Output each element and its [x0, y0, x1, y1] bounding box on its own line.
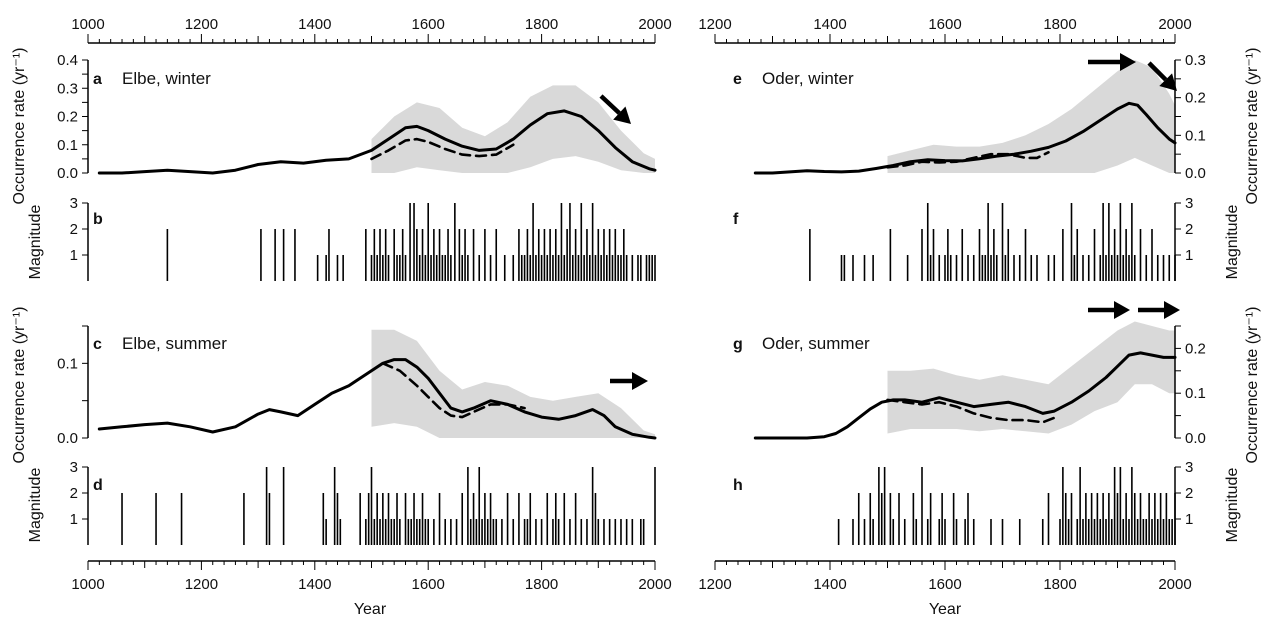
y-tick-label-h: 2 [1185, 485, 1193, 502]
labels-layer: 1000 1200 1400 1600 1800 2000 1200 1400 1600 1800… [57, 16, 1206, 593]
y-tick-label-a: 0.3 [57, 80, 78, 97]
y-tick-label-a: 0.0 [57, 165, 78, 182]
ylabel-c: Occurrence rate (yr⁻¹) [11, 307, 28, 464]
trend-arrow-icon [1120, 53, 1136, 71]
dashed-line-a [370, 137, 515, 161]
confidence-band-c [371, 329, 655, 438]
y-tick-label-e: 0.0 [1185, 165, 1206, 182]
panel-label-e: e [733, 71, 742, 88]
x-tick-label-bottom-left: 2000 [638, 576, 671, 593]
panel-label-h: h [733, 477, 743, 494]
y-tick-label-h: 1 [1185, 511, 1193, 528]
trend-arrow-icon [632, 372, 648, 390]
ylabel-d: Magnitude [27, 468, 44, 543]
y-tick-label-g: 0.1 [1185, 385, 1206, 402]
confidence-bands-layer [371, 60, 1175, 438]
y-tick-label-a: 0.2 [57, 109, 78, 126]
ylabel-e: Occurrence rate (yr⁻¹) [1244, 48, 1261, 205]
y-tick-label-b: 1 [70, 247, 78, 264]
ylabel-b: Magnitude [27, 205, 44, 280]
y-tick-label-c: 0.0 [57, 430, 78, 447]
x-tick-label-bottom-right: 2000 [1158, 576, 1191, 593]
x-tick-label-top-left: 1000 [71, 16, 104, 33]
axes-layer [82, 34, 1181, 570]
x-tick-label-bottom-right: 1200 [698, 576, 731, 593]
panel-label-b: b [93, 211, 103, 228]
ylabel-a: Occurrence rate (yr⁻¹) [11, 48, 28, 205]
y-tick-label-g: 0.0 [1185, 430, 1206, 447]
x-tick-label-bottom-left: 1400 [298, 576, 331, 593]
x-tick-label-bottom-right: 1600 [928, 576, 961, 593]
y-tick-label-b: 2 [70, 221, 78, 238]
panel-title-g: Oder, summer [762, 334, 870, 353]
confidence-band-e [887, 60, 1175, 173]
y-tick-label-a: 0.1 [57, 137, 78, 154]
x-tick-label-bottom-right: 1400 [813, 576, 846, 593]
x-tick-label-top-right: 1800 [1043, 16, 1076, 33]
y-tick-label-b: 3 [70, 195, 78, 212]
trend-arrow-icon [1164, 301, 1180, 319]
y-tick-label-f: 2 [1185, 221, 1193, 238]
solid-line-a [97, 109, 657, 175]
x-tick-label-bottom-left: 1600 [412, 576, 445, 593]
panel-label-c: c [93, 336, 102, 353]
solid-line-g [753, 351, 1177, 440]
x-tick-label-bottom-left: 1800 [525, 576, 558, 593]
panel-label-g: g [733, 336, 743, 353]
solid-line-e [753, 101, 1177, 175]
x-tick-label-top-right: 2000 [1158, 16, 1191, 33]
confidence-band-a [371, 85, 655, 173]
y-tick-label-h: 3 [1185, 459, 1193, 476]
x-tick-label-top-left: 1400 [298, 16, 331, 33]
rate-lines-layer [97, 53, 1180, 440]
ylabel-h: Magnitude [1224, 468, 1241, 543]
solid-line-c [97, 358, 657, 440]
trend-arrow-icon [1114, 301, 1130, 319]
xlabel-left: Year [354, 601, 387, 618]
panel-label-d: d [93, 477, 103, 494]
x-tick-label-top-left: 2000 [638, 16, 671, 33]
x-tick-label-top-left: 1600 [412, 16, 445, 33]
y-tick-label-e: 0.1 [1185, 127, 1206, 144]
trend-arrow-icon [1159, 73, 1177, 91]
x-tick-label-top-right: 1200 [698, 16, 731, 33]
x-tick-label-bottom-left: 1000 [71, 576, 104, 593]
ylabel-f: Magnitude [1224, 205, 1241, 280]
confidence-band-g [887, 321, 1175, 434]
y-tick-label-f: 3 [1185, 195, 1193, 212]
panel-label-a: a [93, 71, 102, 88]
x-tick-label-top-right: 1400 [813, 16, 846, 33]
y-tick-label-d: 1 [70, 511, 78, 528]
y-tick-label-f: 1 [1185, 247, 1193, 264]
magnitude-bars-layer [121, 203, 1176, 545]
trend-arrow-icon [599, 94, 621, 115]
x-tick-label-top-left: 1800 [525, 16, 558, 33]
y-tick-label-c: 0.1 [57, 355, 78, 372]
y-tick-label-a: 0.4 [57, 52, 78, 69]
x-tick-label-bottom-right: 1800 [1043, 576, 1076, 593]
x-tick-label-top-left: 1200 [185, 16, 218, 33]
panel-label-f: f [733, 211, 739, 228]
y-tick-label-e: 0.3 [1185, 52, 1206, 69]
y-tick-label-e: 0.2 [1185, 90, 1206, 107]
x-tick-label-bottom-left: 1200 [185, 576, 218, 593]
y-tick-label-d: 3 [70, 459, 78, 476]
panel-title-a: Elbe, winter [122, 69, 211, 88]
y-tick-label-g: 0.2 [1185, 340, 1206, 357]
dashed-line-c [381, 362, 526, 419]
x-tick-label-top-right: 1600 [928, 16, 961, 33]
trend-arrow-icon [613, 106, 631, 124]
panel-title-e: Oder, winter [762, 69, 854, 88]
dashed-line-g [886, 398, 1056, 424]
y-tick-label-d: 2 [70, 485, 78, 502]
dashed-line-e [886, 151, 1050, 169]
panel-title-c: Elbe, summer [122, 334, 227, 353]
ylabel-g: Occurrence rate (yr⁻¹) [1244, 307, 1261, 464]
xlabel-right: Year [929, 601, 962, 618]
trend-arrow-icon [1147, 61, 1168, 82]
